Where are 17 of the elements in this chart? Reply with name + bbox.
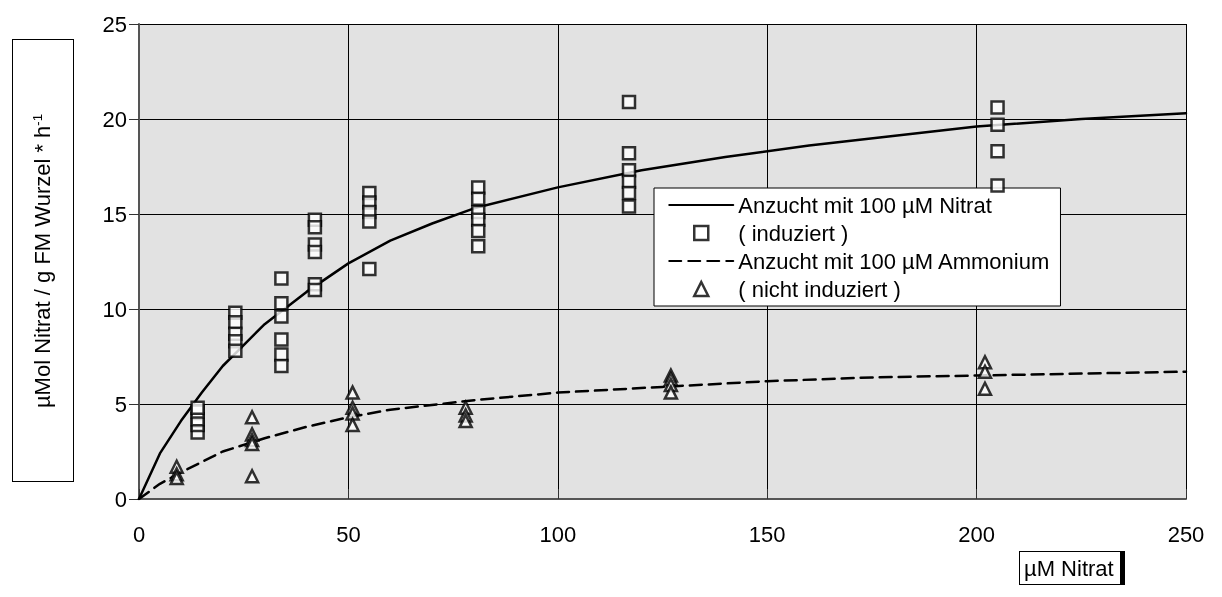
x-tick-label: 100 <box>539 521 577 547</box>
y-tick-label: 25 <box>102 11 127 37</box>
x-tick-label: 200 <box>958 521 995 547</box>
x-tick-label: 250 <box>1167 521 1205 547</box>
x-tick-label: 0 <box>132 521 146 547</box>
y-tick-label: 5 <box>114 391 127 417</box>
y-tick-label: 0 <box>114 486 127 512</box>
legend-label: ( induziert ) <box>738 220 849 246</box>
legend-label: Anzucht mit 100 µM Ammonium <box>738 248 1050 274</box>
x-tick-label: 50 <box>336 521 361 547</box>
legend-label: Anzucht mit 100 µM Nitrat <box>738 192 992 218</box>
x-tick-label: 150 <box>748 521 786 547</box>
y-tick-label: 15 <box>102 201 127 227</box>
y-tick-label: 10 <box>102 296 127 322</box>
x-axis-title: µM Nitrat <box>1019 551 1125 585</box>
legend-label: ( nicht induziert ) <box>738 276 901 302</box>
y-tick-label: 20 <box>102 106 127 132</box>
